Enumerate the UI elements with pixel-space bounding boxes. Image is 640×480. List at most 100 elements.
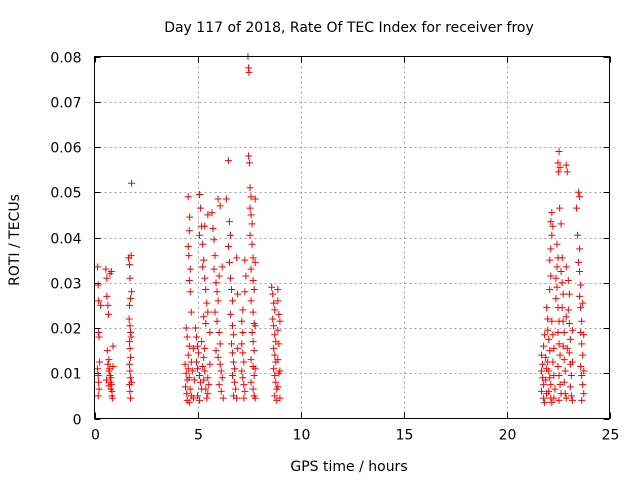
data-point [557, 220, 565, 228]
data-point [241, 387, 249, 395]
data-point [183, 390, 191, 398]
data-point [554, 362, 562, 370]
data-point [548, 317, 556, 325]
data-point [579, 381, 587, 389]
data-point [185, 399, 193, 407]
y-axis-label: ROTI / TECUs [7, 194, 23, 286]
data-point [224, 243, 232, 251]
data-point [209, 224, 217, 232]
data-point [240, 381, 248, 389]
data-point [271, 351, 279, 359]
data-point [554, 329, 562, 337]
data-point [577, 304, 585, 312]
data-point [546, 374, 554, 382]
data-point [216, 340, 224, 348]
data-point [248, 329, 256, 337]
x-tick-label: 0 [91, 428, 100, 444]
y-tick-label: 0.08 [50, 51, 81, 67]
data-point [224, 157, 232, 165]
data-point [245, 152, 253, 160]
data-point [192, 333, 200, 341]
data-point [108, 387, 116, 395]
data-point [575, 188, 583, 196]
data-point [247, 356, 255, 364]
data-point [547, 245, 555, 253]
data-point [194, 342, 201, 350]
data-point [557, 267, 565, 275]
data-point [565, 349, 573, 357]
data-point [578, 340, 586, 348]
data-point [271, 372, 279, 380]
data-point [231, 365, 239, 373]
data-point [105, 310, 113, 318]
data-point [554, 168, 562, 176]
data-point [242, 272, 250, 280]
data-point [250, 347, 258, 355]
data-point [226, 231, 234, 239]
data-point [575, 258, 583, 266]
data-point [231, 378, 239, 386]
data-point [103, 274, 111, 282]
data-point [543, 304, 551, 312]
data-point [249, 254, 257, 262]
data-point [127, 374, 135, 382]
data-point [218, 374, 226, 382]
data-point [247, 193, 255, 201]
y-tick-label: 0.06 [50, 141, 81, 157]
data-point [553, 263, 561, 271]
data-point [229, 322, 237, 330]
y-tick-label: 0.04 [50, 232, 81, 248]
data-point [107, 267, 115, 275]
data-point [201, 367, 209, 375]
data-point [247, 297, 255, 305]
data-point [211, 308, 219, 316]
data-point [270, 299, 278, 307]
data-point [107, 374, 115, 382]
data-point [185, 276, 193, 284]
data-point [542, 376, 550, 384]
data-point [217, 367, 225, 375]
data-point [213, 317, 221, 325]
data-point [270, 322, 278, 330]
data-point [94, 281, 102, 289]
data-point [97, 301, 105, 309]
data-point [186, 288, 194, 296]
data-point [549, 358, 557, 366]
data-point [126, 261, 134, 269]
data-point [234, 344, 242, 352]
data-point [199, 362, 207, 370]
data-point [552, 295, 560, 303]
data-point [580, 331, 588, 339]
data-point [94, 392, 102, 400]
data-point [203, 299, 211, 307]
data-point [561, 390, 569, 398]
data-point [249, 385, 257, 393]
data-point [566, 383, 574, 391]
data-point [249, 276, 257, 284]
data-point [210, 236, 218, 244]
data-point [127, 353, 135, 361]
data-point [562, 263, 570, 271]
y-tick-label: 0.02 [50, 322, 81, 338]
data-point [579, 299, 587, 307]
data-point [251, 195, 259, 203]
data-point [104, 301, 112, 309]
data-point [95, 385, 103, 393]
data-point [230, 358, 238, 366]
data-point [95, 297, 103, 305]
data-point [554, 159, 562, 167]
data-point [238, 317, 246, 325]
data-point [128, 378, 136, 386]
data-point [201, 274, 209, 282]
data-point [215, 272, 223, 280]
data-point [103, 292, 111, 300]
data-point [567, 372, 575, 380]
data-point [215, 381, 223, 389]
data-point [579, 351, 587, 359]
data-point [576, 193, 584, 201]
data-point [250, 372, 258, 380]
data-point [274, 326, 282, 334]
data-point [271, 306, 279, 314]
data-point [211, 252, 219, 260]
